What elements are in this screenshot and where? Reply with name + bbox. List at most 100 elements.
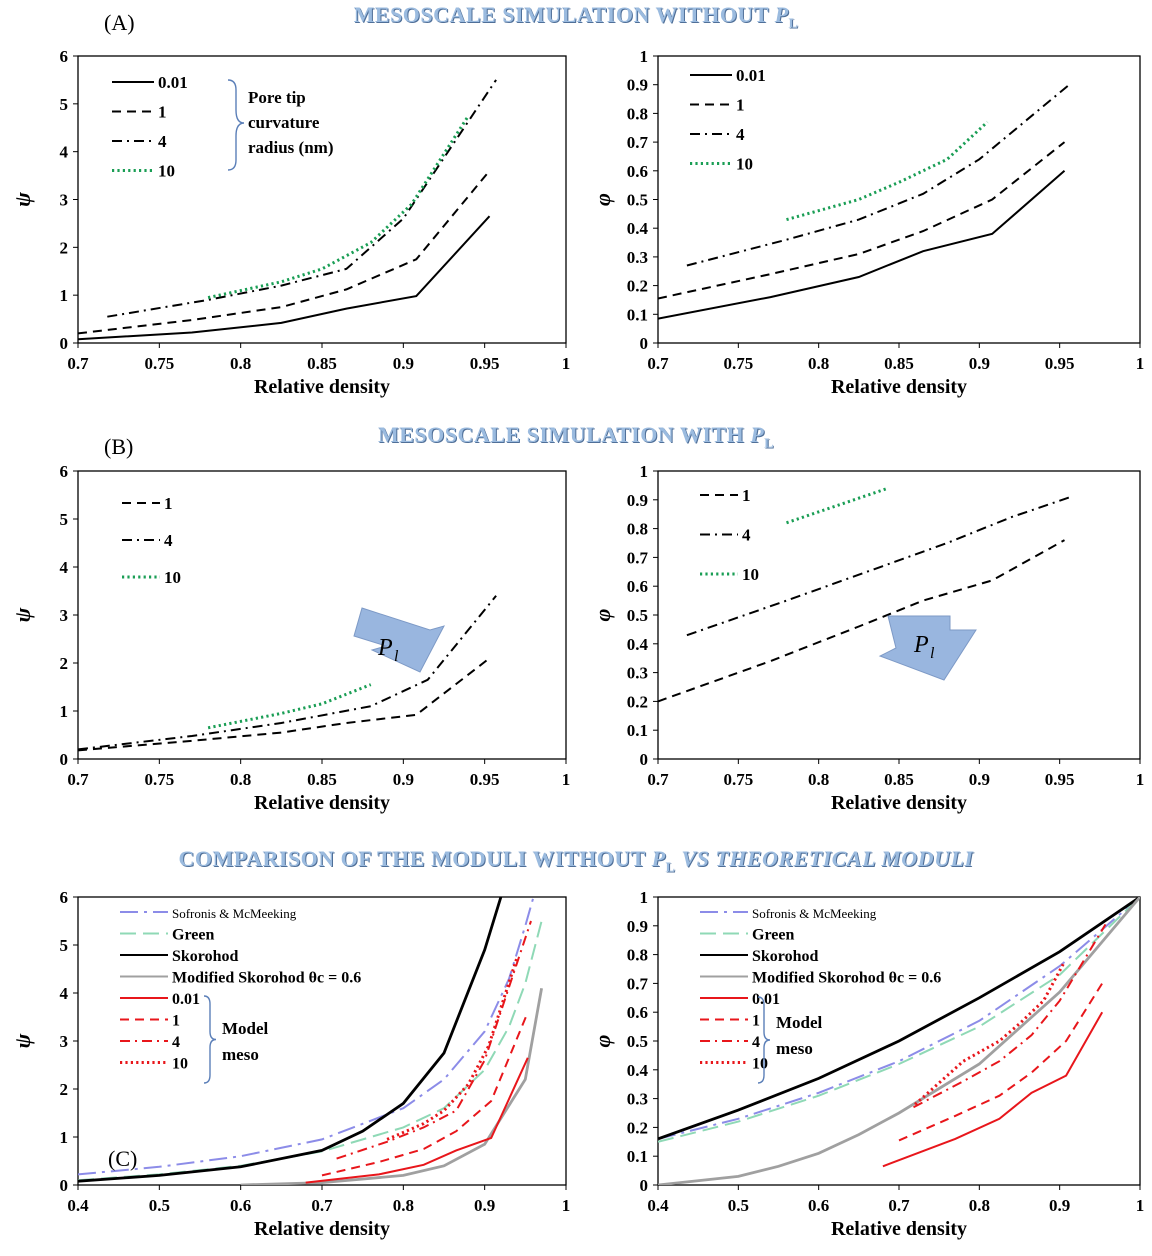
- chart-1-series-2-line: [686, 82, 1072, 267]
- chart-0-series-0-line: [78, 215, 491, 341]
- chart-5-y-tick-label: 0: [640, 1176, 649, 1195]
- chart-1-legend-label: 4: [736, 125, 745, 144]
- chart-2-y-tick-label: 1: [60, 702, 69, 721]
- chart-0-x-tick-label: 1: [562, 354, 571, 373]
- chart-5-y-tick-label: 1: [640, 888, 649, 907]
- chart-2-y-tick-label: 6: [60, 462, 69, 481]
- chart-3-legend-label: 10: [742, 565, 759, 584]
- chart-5-bracket-label: Model: [776, 1013, 823, 1032]
- chart-5-legend-label: Green: [752, 927, 794, 944]
- chart-5-series-1-line: [658, 897, 1140, 1143]
- chart-0-x-tick-label: 0.7: [67, 354, 89, 373]
- chart-0-plot-frame: [77, 55, 567, 344]
- chart-0-x-axis-label: Relative density: [254, 376, 390, 398]
- chart-5-legend-label: Sofronis & McMeeking: [752, 906, 877, 921]
- panel-label-c: (C): [108, 1146, 137, 1171]
- chart-4-y-axis-label: ψ: [10, 1033, 35, 1048]
- chart-5-y-tick-label: 0.2: [627, 1118, 648, 1137]
- chart-3-pressure-arrow: [878, 615, 977, 681]
- chart-5-series-2-line: [658, 897, 1140, 1141]
- chart-3-series-0-line: [658, 539, 1065, 703]
- chart-0-x-tick-label: 0.85: [307, 354, 337, 373]
- chart-5-legend-label: Modified Skorohod θc = 0.6: [752, 970, 941, 987]
- chart-2-y-tick-label: 3: [60, 606, 69, 625]
- chart-5-y-tick-label: 0.6: [627, 1003, 648, 1022]
- chart-2-plot-frame: [77, 470, 567, 760]
- chart-3-series-1-line: [686, 495, 1072, 637]
- chart-4-legend-bracket: [203, 995, 217, 1084]
- chart-3-x-tick-label: 0.9: [969, 770, 990, 789]
- chart-1-y-axis-label: φ: [590, 193, 615, 206]
- chart-5-series-3-line: [658, 897, 1140, 1185]
- chart-5-y-tick-label: 0.7: [627, 974, 649, 993]
- chart-3-x-tick-label: 0.75: [723, 770, 753, 789]
- chart-4-legend-label: 1: [172, 1013, 180, 1030]
- chart-4-series-6-line: [336, 920, 532, 1160]
- chart-3-y-tick-label: 1: [640, 462, 649, 481]
- chart-0-bracket-label: radius (nm): [248, 138, 333, 157]
- chart-2-pressure-arrow: [353, 607, 445, 673]
- chart-2-pressure-arrow-sub: l: [394, 648, 399, 665]
- chart-1-y-tick-label: 0.3: [627, 248, 648, 267]
- chart-0-y-tick-label: 6: [60, 47, 69, 66]
- chart-0-legend-label: 4: [158, 132, 167, 151]
- chart-4-y-tick-label: 5: [60, 936, 69, 955]
- chart-2-y-axis-label: ψ: [10, 607, 35, 622]
- chart-0-y-tick-label: 1: [60, 286, 69, 305]
- chart-1-y-tick-label: 1: [640, 47, 649, 66]
- chart-3-plot-frame: [657, 470, 1141, 760]
- chart-5-series-6-line: [913, 923, 1107, 1109]
- chart-4-series-0-line: [78, 897, 535, 1176]
- chart-3-x-tick-label: 0.95: [1045, 770, 1075, 789]
- chart-1-x-tick-label: 0.85: [884, 354, 914, 373]
- chart-4-x-tick-label: 0.8: [393, 1196, 414, 1215]
- chart-1-y-tick-label: 0.4: [627, 219, 649, 238]
- chart-2-pressure-arrow-label: P: [377, 635, 393, 661]
- chart-3-y-tick-label: 0.7: [627, 548, 649, 567]
- chart-0-y-axis-label: ψ: [10, 192, 35, 207]
- chart-0-legend-bracket: [227, 79, 245, 171]
- chart-1-x-tick-label: 0.9: [969, 354, 990, 373]
- chart-1-y-tick-label: 0: [640, 334, 649, 353]
- chart-2-y-tick-label: 4: [60, 558, 69, 577]
- chart-4-legend-label: 4: [172, 1034, 180, 1051]
- chart-4-legend-label: Skorohod: [172, 948, 239, 965]
- chart-1-series-0-line: [658, 170, 1066, 320]
- section-title-a: MESOSCALE SIMULATION WITHOUT PL: [353, 2, 799, 32]
- chart-1-legend-label: 1: [736, 96, 745, 115]
- chart-1-plot-frame: [657, 55, 1141, 344]
- chart-5-legend-label: 4: [752, 1034, 760, 1051]
- chart-2-x-tick-label: 0.7: [67, 770, 89, 789]
- chart-5-x-tick-label: 0.5: [728, 1196, 749, 1215]
- chart-1-y-tick-label: 0.6: [627, 162, 648, 181]
- chart-4-x-tick-label: 0.5: [149, 1196, 170, 1215]
- chart-5-y-tick-label: 0.9: [627, 917, 648, 936]
- chart-2-x-tick-label: 0.9: [393, 770, 414, 789]
- chart-1-series-1-line: [658, 141, 1066, 300]
- chart-3-y-tick-label: 0.6: [627, 577, 648, 596]
- chart-1-x-tick-label: 0.7: [647, 354, 669, 373]
- chart-1-y-tick-label: 0.2: [627, 277, 648, 296]
- chart-4-plot-frame: [77, 896, 567, 1186]
- chart-5-y-tick-label: 0.4: [627, 1061, 649, 1080]
- chart-2-x-tick-label: 0.75: [144, 770, 174, 789]
- chart-1-y-tick-label: 0.7: [627, 133, 649, 152]
- chart-4-y-tick-label: 6: [60, 888, 69, 907]
- chart-2-legend-label: 1: [164, 494, 173, 513]
- chart-1-x-axis-label: Relative density: [831, 376, 967, 398]
- section-title-b: MESOSCALE SIMULATION WITH PL: [377, 422, 774, 452]
- chart-2-legend-label: 10: [164, 568, 181, 587]
- chart-0-x-tick-label: 0.8: [230, 354, 251, 373]
- chart-4-series-4-line: [305, 1057, 529, 1184]
- chart-4-y-tick-label: 3: [60, 1032, 69, 1051]
- chart-1-x-tick-label: 0.8: [808, 354, 829, 373]
- chart-3-series-2-line: [786, 486, 889, 525]
- chart-5-legend-label: 10: [752, 1056, 768, 1073]
- chart-3-x-tick-label: 0.85: [884, 770, 914, 789]
- chart-3-y-tick-label: 0: [640, 750, 649, 769]
- chart-4-series-2-line: [78, 897, 503, 1183]
- chart-0-series-1-line: [78, 170, 491, 335]
- chart-4-x-tick-label: 0.4: [67, 1196, 89, 1215]
- chart-5-y-tick-label: 0.1: [627, 1147, 648, 1166]
